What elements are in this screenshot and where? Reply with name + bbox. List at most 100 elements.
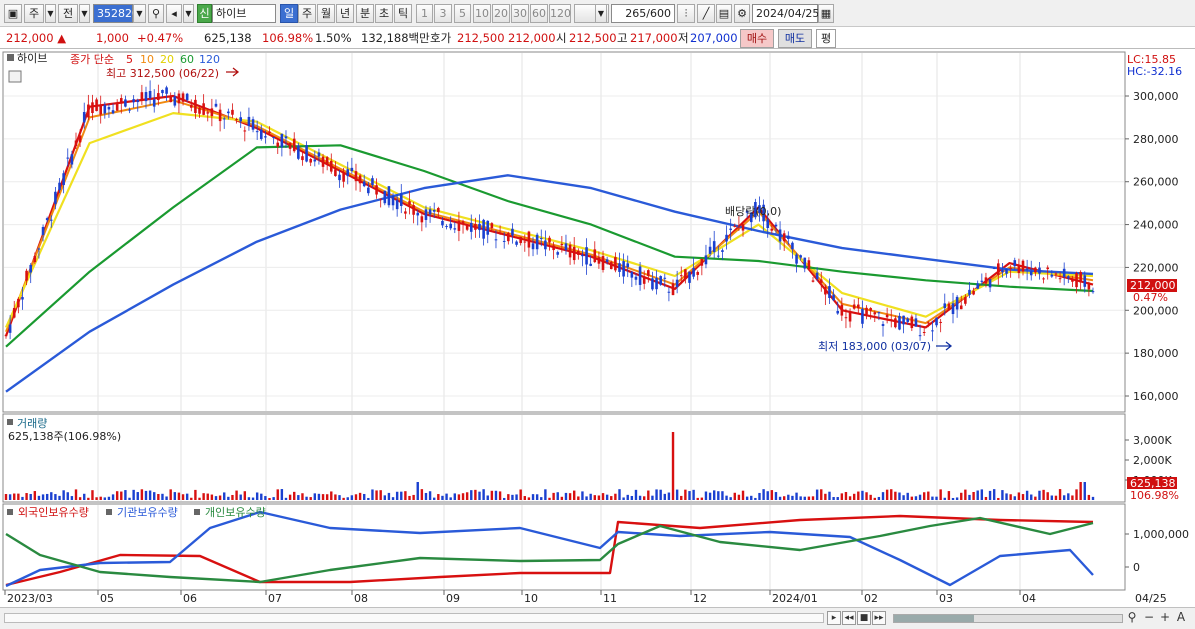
- chevron-down-icon[interactable]: ▼: [45, 4, 56, 23]
- candle-body: [601, 256, 605, 270]
- volume-bar: [820, 489, 823, 500]
- dividend-annotation: 배당락(0,0): [725, 205, 781, 218]
- zoom-in-icon[interactable]: +: [1159, 610, 1171, 624]
- interval-button-60[interactable]: 60: [530, 4, 548, 23]
- rewind-icon[interactable]: ◂◂: [842, 611, 856, 625]
- period-button-6[interactable]: 틱: [394, 4, 412, 23]
- ma-period-60: 60: [180, 53, 194, 66]
- fast-forward-icon[interactable]: ▸▸: [872, 611, 886, 625]
- interval-button-1[interactable]: 1: [416, 4, 433, 23]
- candle-body: [729, 228, 732, 230]
- font-size-icon[interactable]: A: [1176, 610, 1186, 624]
- compare-select[interactable]: 전: [58, 4, 78, 23]
- search-icon[interactable]: ⚲: [148, 4, 164, 23]
- period-button-5[interactable]: 초: [375, 4, 393, 23]
- avg-price-button[interactable]: 평: [816, 29, 836, 48]
- period-button-2[interactable]: 월: [317, 4, 335, 23]
- x-axis-label: 07: [268, 592, 282, 605]
- candle-body: [852, 304, 856, 309]
- interval-button-20[interactable]: 20: [492, 4, 510, 23]
- volume-bar: [997, 497, 1000, 500]
- stock-code-input[interactable]: 352820: [93, 4, 139, 23]
- candle-body: [198, 107, 201, 114]
- period-button-0[interactable]: 일: [280, 4, 298, 23]
- interval-button-3[interactable]: 3: [434, 4, 452, 23]
- volume-bar: [255, 492, 259, 500]
- volume-bar: [692, 489, 695, 500]
- volume-bar: [132, 489, 135, 500]
- candle-body: [1058, 278, 1062, 280]
- volume-bar: [243, 491, 247, 500]
- candle-body: [572, 246, 576, 261]
- candle-body: [272, 136, 275, 138]
- candle-body: [1066, 276, 1070, 279]
- candle-body: [82, 112, 86, 123]
- candle-body: [292, 138, 296, 152]
- volume-bar: [519, 489, 522, 500]
- volume-bar: [128, 497, 131, 500]
- candle-body: [585, 247, 588, 265]
- volume-bar: [1067, 493, 1070, 500]
- volume-bar: [210, 494, 214, 500]
- zoom-out-icon[interactable]: −: [1143, 610, 1155, 624]
- data-count-field[interactable]: 265/600: [611, 4, 675, 23]
- chevron-down-icon[interactable]: ▼: [595, 4, 607, 23]
- chart-scrollbar[interactable]: [4, 613, 824, 623]
- candle-body: [420, 216, 424, 223]
- period-type-select[interactable]: 주: [24, 4, 44, 23]
- grid-icon[interactable]: [8, 70, 22, 83]
- zoom-icon[interactable]: ⚲: [1127, 610, 1137, 624]
- candle-type-icon[interactable]: ⫶: [677, 4, 695, 23]
- stock-name-field[interactable]: 하이브: [212, 4, 276, 23]
- calendar-icon[interactable]: ▦: [818, 4, 834, 23]
- volume-bar: [103, 497, 107, 500]
- interval-button-10[interactable]: 10: [473, 4, 491, 23]
- price-value: 212,000: [6, 31, 54, 45]
- draw-tool-icon[interactable]: ╱: [697, 4, 715, 23]
- candle-body: [931, 330, 934, 332]
- volume-bar: [1030, 494, 1033, 500]
- volume-bar: [577, 496, 580, 500]
- candle-body: [461, 221, 465, 224]
- chevron-down-icon[interactable]: ▼: [79, 4, 90, 23]
- date-input[interactable]: 2024/04/25: [752, 4, 819, 23]
- period-button-4[interactable]: 분: [356, 4, 374, 23]
- period-button-3[interactable]: 년: [336, 4, 354, 23]
- candle-body: [733, 225, 737, 227]
- save-icon[interactable]: ▤: [716, 4, 732, 23]
- bid-price: 212,000: [508, 31, 556, 45]
- candle-body: [955, 296, 959, 310]
- gear-icon[interactable]: ⚙: [734, 4, 750, 23]
- interval-button-120[interactable]: 120: [549, 4, 571, 23]
- sell-button[interactable]: 매도: [778, 29, 812, 48]
- chevron-down-icon[interactable]: ▼: [183, 4, 194, 23]
- candle-body: [980, 280, 984, 282]
- volume-bar: [741, 490, 745, 500]
- scroll-right-icon[interactable]: ▸: [827, 611, 841, 625]
- stock-chart[interactable]: 하이브 종가 단순 5 10 20 60 120 최고 312,500 (06/…: [0, 50, 1195, 607]
- interval-button-5[interactable]: 5: [454, 4, 471, 23]
- zoom-slider[interactable]: [893, 614, 1123, 623]
- candle-body: [836, 310, 840, 314]
- interval-button-30[interactable]: 30: [511, 4, 529, 23]
- candle-body: [210, 108, 214, 117]
- chart-canvas[interactable]: 하이브 종가 단순 5 10 20 60 120 최고 312,500 (06/…: [0, 50, 1195, 607]
- candle-body: [749, 212, 753, 223]
- data-count[interactable]: 265: [625, 7, 647, 20]
- buy-button[interactable]: 매수: [740, 29, 774, 48]
- candle-body: [284, 136, 288, 139]
- volume-bar: [844, 492, 848, 500]
- candle-body: [148, 90, 152, 99]
- speaker-icon[interactable]: ◂: [166, 4, 182, 23]
- window-icon[interactable]: ▣: [4, 4, 22, 23]
- volume-bar: [815, 489, 819, 500]
- candle-body: [1013, 260, 1017, 267]
- candle-body: [288, 142, 292, 149]
- candle-body: [947, 303, 951, 311]
- candle-body: [519, 236, 522, 244]
- chevron-down-icon[interactable]: ▼: [133, 4, 146, 23]
- stop-icon[interactable]: ■: [857, 611, 871, 625]
- period-button-1[interactable]: 주: [298, 4, 316, 23]
- volume-bar: [465, 492, 469, 500]
- candle-body: [173, 96, 177, 106]
